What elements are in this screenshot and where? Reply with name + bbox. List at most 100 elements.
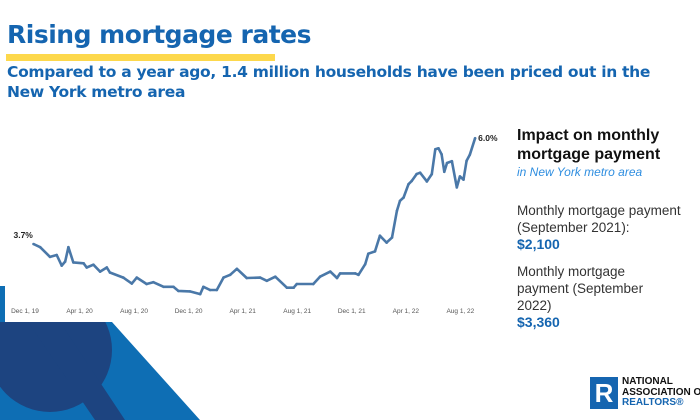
data-point [172, 285, 175, 289]
data-point [98, 270, 102, 273]
data-point [202, 285, 205, 289]
data-point [385, 241, 388, 244]
x-tick-label: Apr 1, 20 [66, 308, 93, 315]
data-point [468, 153, 472, 157]
payment-label: Monthly mortgage payment (September 2022… [517, 264, 644, 313]
data-point [108, 271, 112, 274]
data-point [38, 245, 42, 249]
payment-value: $3,360 [517, 314, 560, 330]
data-point [354, 272, 357, 275]
payment-label: Monthly mortgage payment (September 2021… [517, 203, 681, 235]
data-point [63, 260, 67, 263]
data-point [366, 252, 370, 255]
data-point [378, 234, 382, 238]
data-point [198, 292, 202, 296]
data-point [265, 279, 269, 283]
page-title: Rising mortgage rates [7, 20, 311, 49]
data-point [135, 276, 139, 279]
data-point [318, 275, 322, 278]
annotation-start-value: 3.7% [13, 230, 33, 240]
data-point [85, 266, 88, 269]
payment-value: $2,100 [517, 236, 560, 252]
data-point [215, 288, 219, 292]
data-point [162, 285, 165, 289]
data-point [373, 250, 377, 253]
data-point [67, 245, 70, 249]
mortgage-rate-chart: Dec 1, 19 Apr 1, 20 Aug 1, 20 Dec 1, 20 Apr … [11, 133, 498, 315]
x-tick-label: Aug 1, 22 [446, 308, 474, 315]
data-point [228, 273, 232, 277]
data-point [285, 286, 289, 290]
data-point [398, 199, 402, 203]
data-point [122, 276, 125, 279]
data-point [455, 186, 459, 189]
x-tick-label: Dec 1, 20 [175, 308, 203, 315]
data-point [338, 272, 342, 275]
data-point [151, 280, 155, 284]
data-point [335, 276, 339, 280]
data-point [258, 276, 262, 279]
x-tick-label: Aug 1, 20 [120, 308, 148, 315]
x-tick-label: Dec 1, 19 [11, 308, 39, 315]
data-point [402, 196, 405, 199]
panel-heading: Impact on monthly mortgage payment [517, 127, 661, 163]
data-point [105, 266, 109, 269]
data-point [208, 288, 212, 292]
impact-panel: Impact on monthly mortgage payment in Ne… [517, 126, 700, 331]
data-point [71, 261, 75, 264]
data-point [177, 289, 180, 293]
data-point [395, 209, 399, 213]
data-point [312, 282, 315, 286]
realtor-r-logo-icon: R [590, 377, 618, 409]
bg-navy-stripe [28, 322, 125, 420]
data-point [410, 179, 413, 183]
data-point [245, 276, 249, 280]
page-subtitle: Compared to a year ago, 1.4 million hous… [7, 63, 651, 101]
payment-2022: Monthly mortgage payment (September 2022… [517, 263, 700, 331]
data-point [390, 236, 394, 239]
data-point [188, 290, 192, 293]
data-point [442, 170, 446, 174]
data-point [235, 267, 239, 271]
panel-subheading: in New York metro area [517, 165, 643, 179]
data-point [430, 172, 434, 176]
data-point [82, 262, 85, 265]
data-point [437, 147, 440, 150]
data-point [32, 242, 35, 246]
data-point [418, 171, 422, 174]
data-point [434, 147, 437, 151]
x-tick-label: Aug 1, 21 [283, 308, 311, 315]
nar-logo: R NATIONAL ASSOCIATION OF REALTORS® [590, 377, 700, 409]
title-underline [6, 54, 275, 61]
data-point [274, 275, 277, 278]
data-point [440, 153, 443, 156]
data-point [222, 276, 225, 279]
data-point [415, 172, 418, 176]
data-point [425, 180, 429, 183]
data-point [357, 273, 360, 277]
data-point [145, 282, 148, 286]
data-point [445, 161, 449, 165]
data-point [473, 136, 477, 140]
annotation-end-value: 6.0% [478, 133, 498, 143]
data-point [465, 159, 468, 163]
data-point [363, 262, 367, 266]
data-point [329, 270, 332, 273]
logo-text: NATIONAL ASSOCIATION OF REALTORS® [622, 376, 700, 409]
data-point [292, 286, 295, 290]
data-point [458, 175, 462, 178]
data-point [92, 263, 95, 267]
x-tick-label: Apr 1, 22 [393, 308, 420, 315]
x-tick-label: Apr 1, 21 [229, 308, 256, 315]
data-point [130, 282, 134, 285]
data-point [60, 264, 63, 267]
data-point [295, 282, 299, 286]
data-point [48, 255, 52, 259]
x-tick-label: Dec 1, 21 [338, 308, 366, 315]
data-point [462, 178, 465, 181]
data-point [450, 159, 454, 163]
data-point [407, 182, 410, 186]
data-point [55, 253, 59, 257]
payment-2021: Monthly mortgage payment (September 2021… [517, 202, 700, 253]
